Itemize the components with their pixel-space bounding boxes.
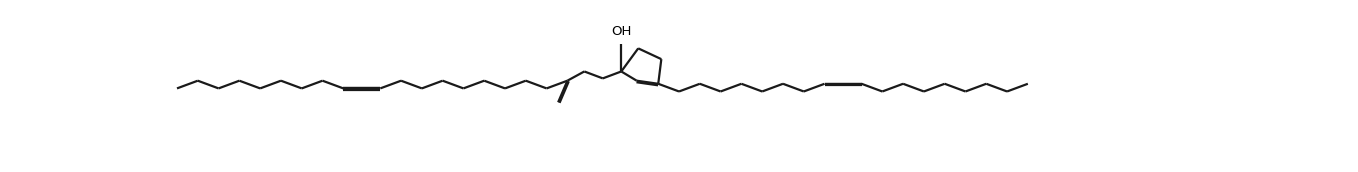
Text: OH: OH (611, 25, 631, 38)
